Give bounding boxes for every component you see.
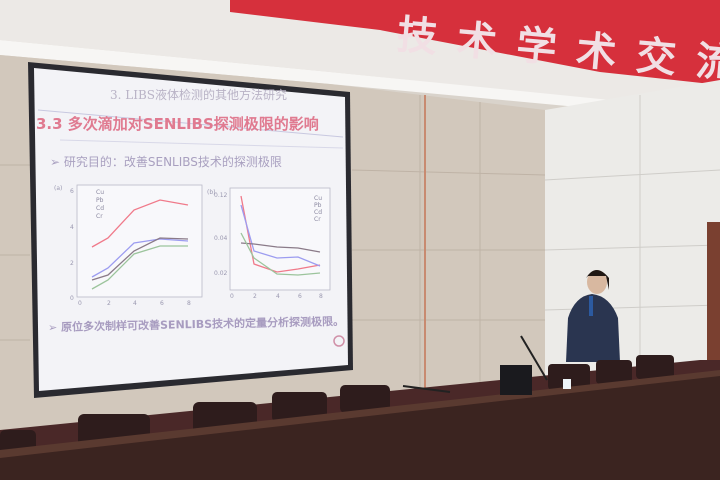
red-banner	[230, 0, 720, 85]
series-cd	[91, 245, 188, 290]
x-tick: 2	[253, 293, 257, 300]
series-cu	[91, 237, 189, 281]
cup	[563, 379, 571, 389]
slide-header: 3. LIBS液体检测的其他方法研究	[110, 88, 288, 102]
slide-bullet: ➢ 研究目的：改善SENLIBS技术的探测极限	[50, 155, 282, 169]
legend-entry: Cr	[314, 216, 321, 223]
microphone	[520, 335, 548, 381]
wall-board	[707, 222, 720, 362]
chart-b: (b) 0.02 0.04 0.12 0 2 4 6 8 Cu Pb Cd Cr	[207, 187, 331, 300]
series-cd	[240, 232, 321, 276]
x-tick: 0	[78, 300, 82, 307]
wall-tile-lines	[0, 95, 546, 400]
desk-top-edge	[0, 370, 720, 458]
slide-title: 3.3 多次滴加对SENLIBS探测极限的影响	[36, 115, 319, 133]
x-tick: 6	[298, 293, 302, 300]
legend-entry: Cr	[96, 213, 103, 220]
y-tick: 0.04	[214, 235, 228, 242]
series-pb	[91, 238, 189, 278]
x-tick: 8	[319, 293, 323, 300]
series-cr	[240, 195, 321, 273]
y-tick: 4	[70, 224, 74, 231]
x-tick: 4	[133, 300, 137, 307]
x-tick: 0	[230, 293, 234, 300]
speaker	[566, 270, 620, 362]
series-cu	[240, 242, 321, 253]
legend-entry: Pb	[96, 197, 104, 204]
x-tick: 8	[187, 300, 191, 307]
chart-a: (a) 0 2 4 6 0 2 4 6 8 Cu Pb Cd Cr	[54, 184, 203, 307]
legend-entry: Cu	[96, 189, 104, 196]
x-tick: 4	[276, 293, 280, 300]
side-wall-tiles	[544, 95, 720, 380]
slide-logo	[333, 335, 345, 347]
legend-entry: Pb	[314, 202, 322, 209]
series-cr	[91, 199, 189, 248]
legend-entry: Cu	[314, 195, 322, 202]
y-tick: 0.12	[214, 192, 228, 199]
legend-entry: Cd	[314, 209, 322, 216]
microphone	[402, 385, 451, 393]
x-tick: 2	[107, 300, 111, 307]
y-tick: 0	[70, 295, 74, 302]
y-tick: 6	[70, 188, 74, 195]
series-pb	[240, 204, 321, 267]
ceiling-edge	[0, 40, 610, 110]
panel-label-b: (b)	[207, 189, 216, 196]
laptop	[500, 365, 532, 395]
y-tick: 0.02	[214, 270, 228, 277]
y-tick: 2	[70, 260, 74, 267]
x-tick: 6	[160, 300, 164, 307]
legend-entry: Cd	[96, 205, 104, 212]
conference-desk	[0, 372, 720, 480]
panel-label-a: (a)	[54, 185, 62, 192]
